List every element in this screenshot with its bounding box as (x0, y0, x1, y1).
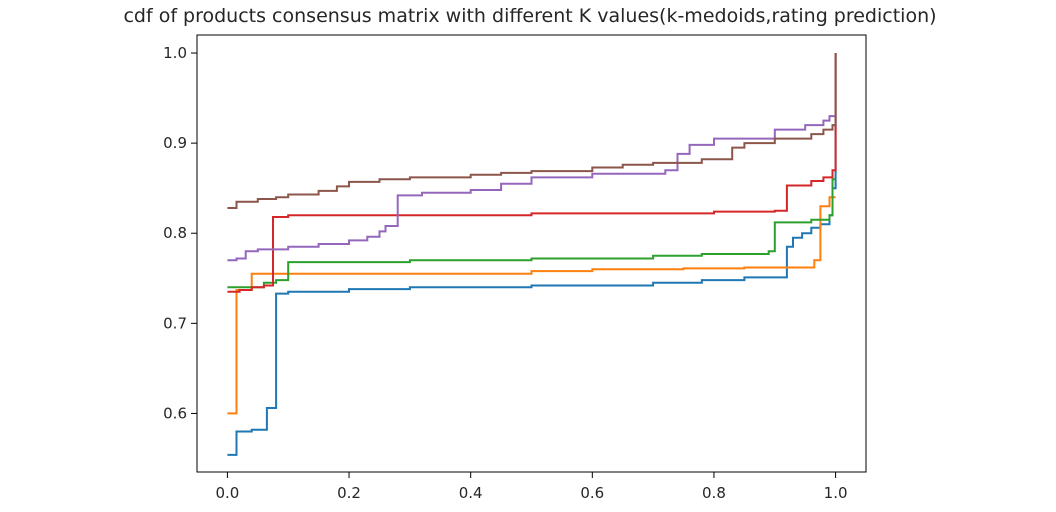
series-line-6 (227, 53, 837, 209)
y-tick-label: 0.9 (163, 134, 187, 152)
y-axis: 0.6 0.7 0.8 0.9 1.0 (163, 44, 197, 422)
y-tick-label: 0.8 (163, 224, 187, 242)
x-tick-label: 0.4 (459, 484, 483, 502)
x-tick-label: 1.0 (824, 484, 848, 502)
series-line-4 (227, 53, 837, 293)
chart-title: cdf of products consensus matrix with di… (123, 5, 936, 27)
x-tick-label: 0.2 (337, 484, 361, 502)
series-line-3 (227, 178, 836, 289)
x-axis: 0.0 0.2 0.4 0.6 0.8 1.0 (215, 472, 848, 502)
y-tick-label: 1.0 (163, 44, 187, 62)
x-tick-label: 0.6 (580, 484, 604, 502)
x-tick-label: 0.0 (215, 484, 239, 502)
x-tick-label: 0.8 (702, 484, 726, 502)
plot-frame (196, 34, 867, 473)
series-layer (227, 53, 837, 456)
y-tick-label: 0.7 (163, 314, 187, 332)
series-line-5 (227, 115, 836, 262)
series-line-2 (227, 196, 836, 415)
y-tick-label: 0.6 (163, 404, 187, 422)
